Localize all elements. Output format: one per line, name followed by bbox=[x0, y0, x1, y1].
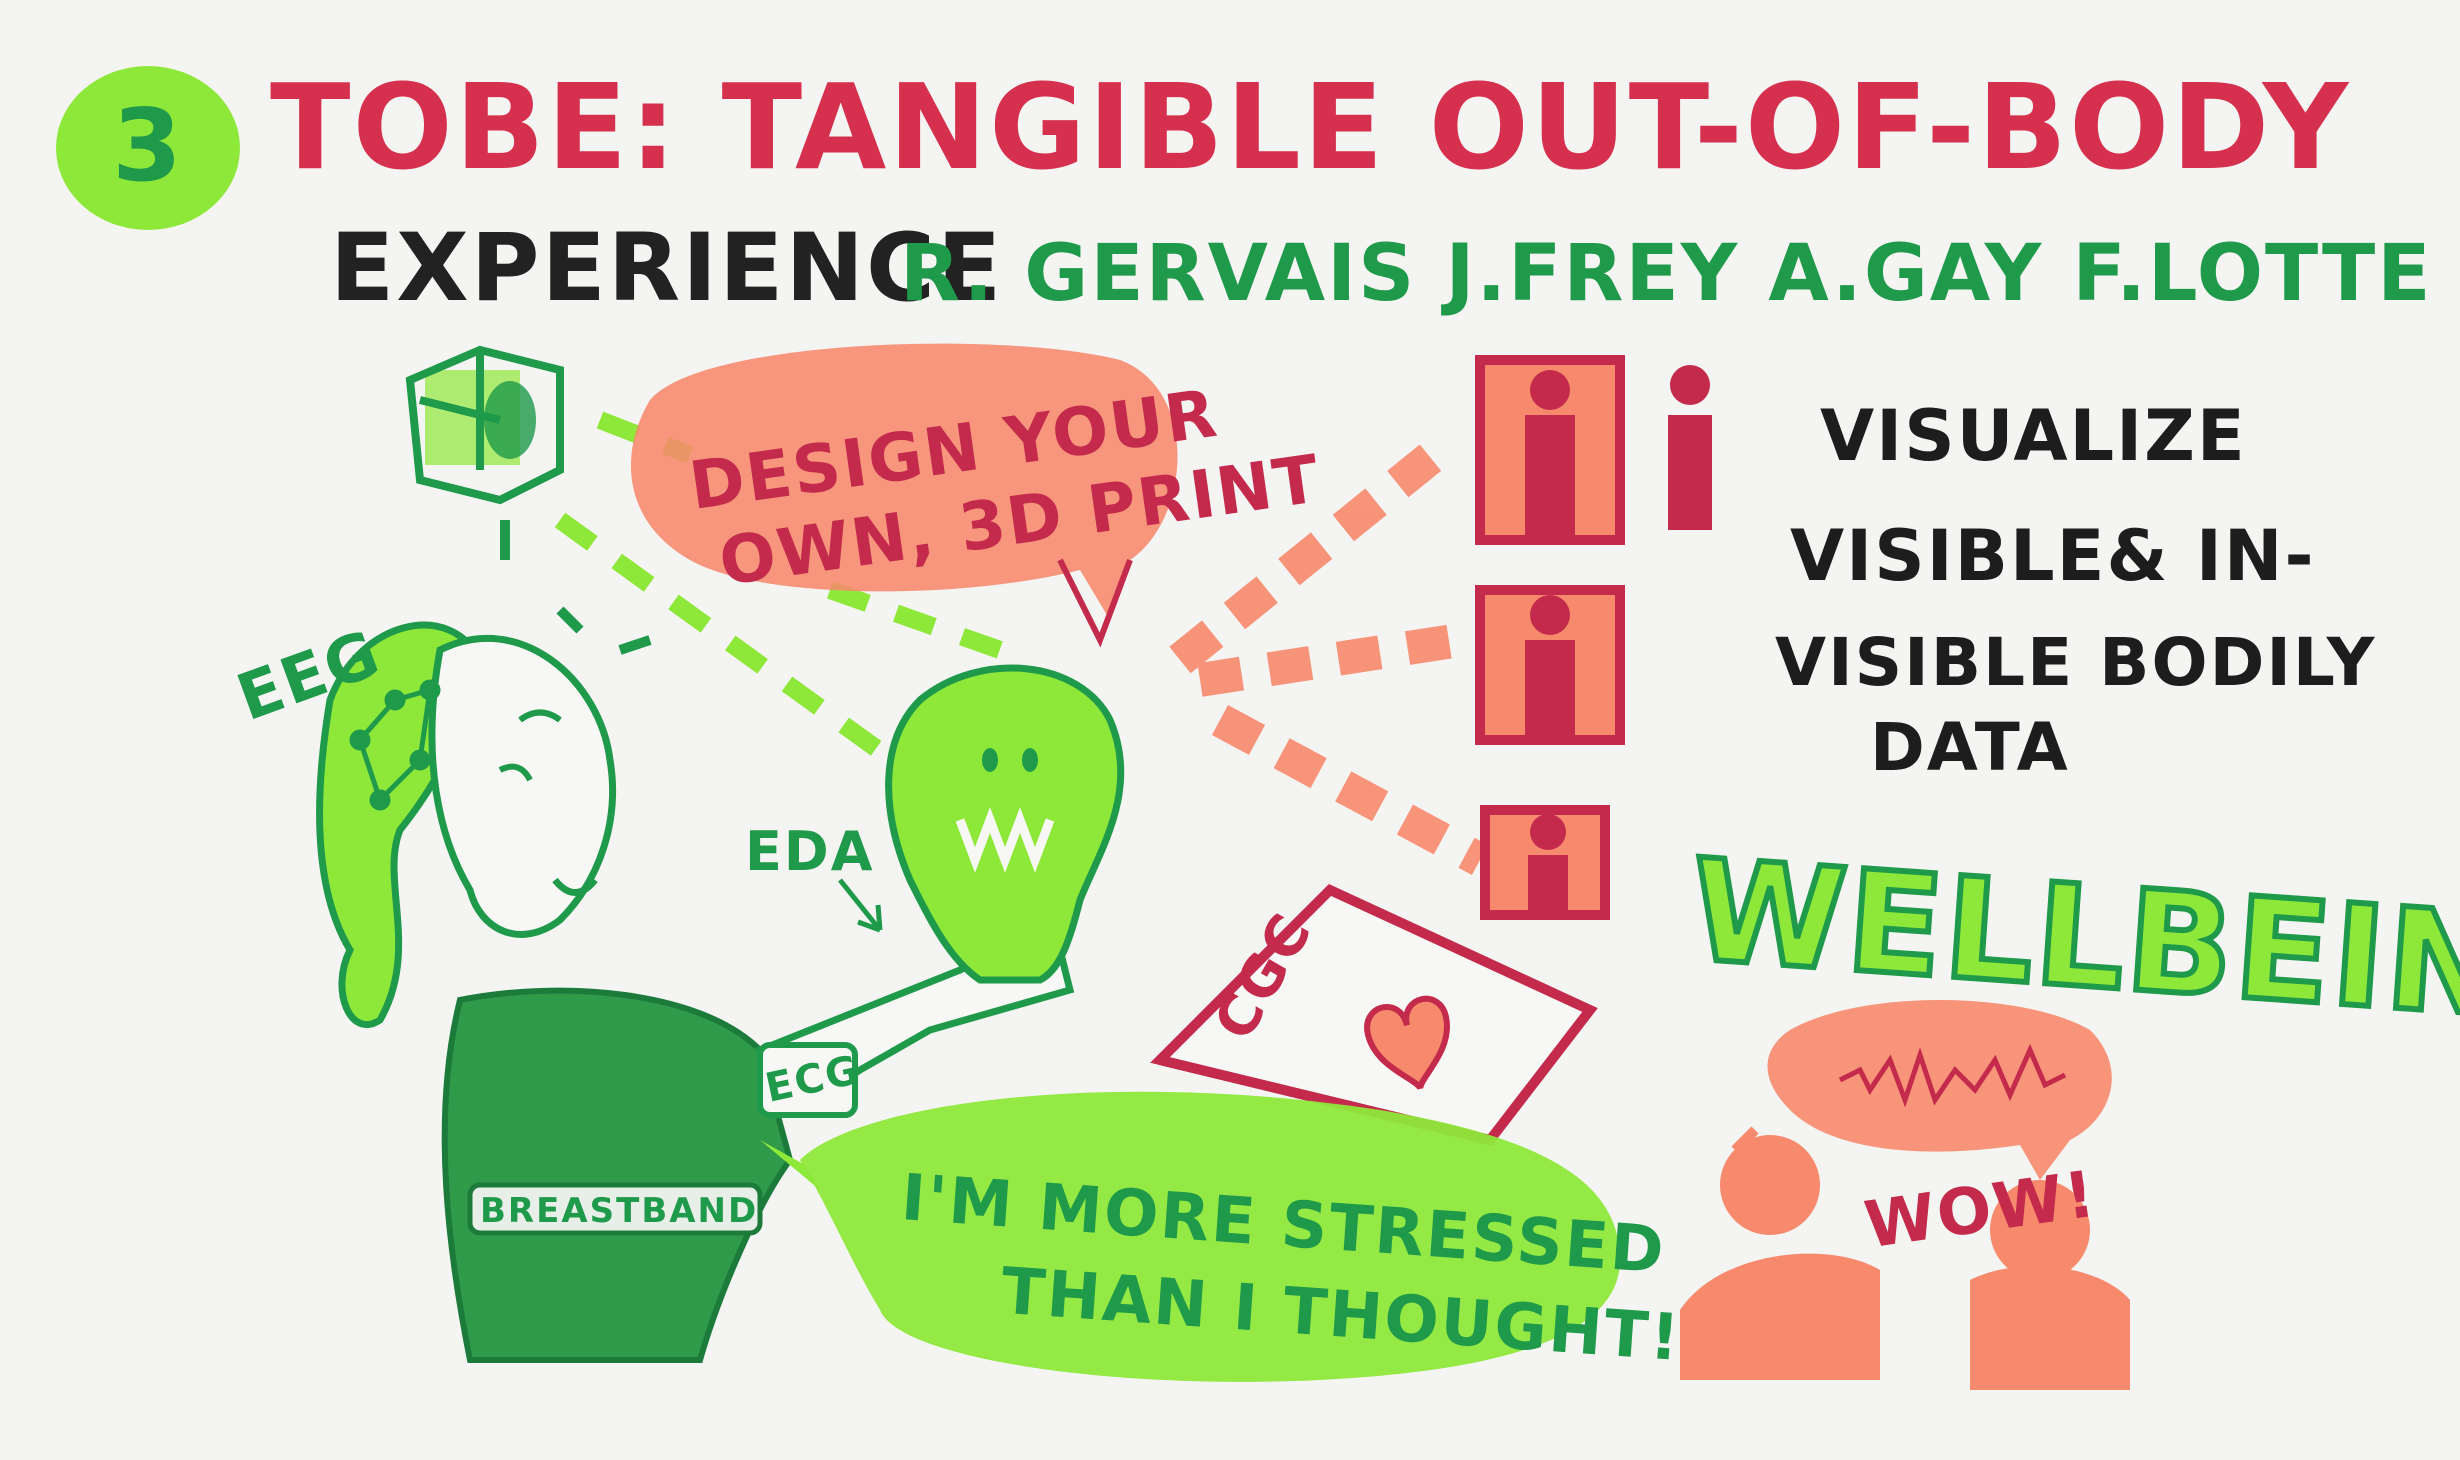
number-badge-label: 3 bbox=[112, 87, 184, 204]
body-visualization-frame-2 bbox=[1475, 585, 1625, 745]
breastband-label: BREASTBAND bbox=[480, 1191, 758, 1231]
authors-line: R. GERVAIS J.FREY A.GAY F.LOTTE M.HACHET bbox=[900, 229, 2460, 319]
visualize-line-3: VISIBLE BODILY bbox=[1775, 624, 2376, 701]
number-badge: 3 bbox=[56, 66, 240, 230]
eda-label: EDA bbox=[745, 820, 875, 883]
person-figure bbox=[316, 621, 1075, 1363]
visualize-line-2: VISIBLE& IN- bbox=[1790, 515, 2316, 597]
device-stand-marks bbox=[500, 520, 652, 655]
visualize-line-4: DATA bbox=[1870, 709, 2070, 786]
camera-device-icon bbox=[405, 345, 564, 505]
viewer-person-right bbox=[1970, 1180, 2130, 1390]
viewer-person-left bbox=[1680, 1135, 1880, 1380]
title-line-1: TOBE: TANGIBLE OUT-OF-BODY bbox=[270, 58, 2350, 196]
design-speech-bubble: DESIGN YOUR OWN, 3D PRINT bbox=[630, 343, 1325, 648]
eda-arrow-icon bbox=[838, 878, 883, 933]
printed-object-icon bbox=[885, 664, 1125, 984]
visualize-note: VISUALIZE VISIBLE& IN- VISIBLE BODILY DA… bbox=[1775, 395, 2376, 786]
visualize-line-1: VISUALIZE bbox=[1820, 395, 2247, 477]
body-visualization-frame-3 bbox=[1480, 805, 1610, 920]
stressed-speech-bubble: I'M MORE STRESSED THAN I THOUGHT! bbox=[760, 1091, 1684, 1382]
title-line-2: EXPERIENCE bbox=[330, 214, 1003, 323]
body-visualization-frame-1 bbox=[1475, 355, 1625, 545]
person-marker-icon bbox=[1668, 365, 1712, 530]
projection-lines bbox=[1169, 436, 1489, 875]
